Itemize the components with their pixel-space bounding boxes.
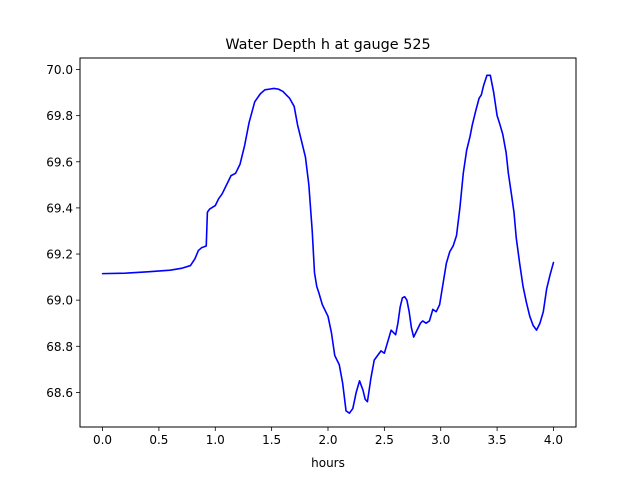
axes-frame [79, 57, 577, 428]
y-tick-label: 69.6 [46, 155, 73, 169]
x-tick-label: 0.5 [149, 433, 168, 447]
series-line-0 [101, 74, 555, 414]
x-tick-label: 3.5 [488, 433, 507, 447]
plot-area [79, 57, 577, 428]
x-tick-label: 2.5 [375, 433, 394, 447]
y-axis: 68.6 68.8 69.0 69.2 69.4 69.6 69.8 70.0 [46, 63, 80, 400]
x-tick-label: 1.0 [206, 433, 225, 447]
x-tick-label: 1.5 [262, 433, 281, 447]
x-tick-label: 3.0 [431, 433, 450, 447]
y-tick-label: 69.0 [46, 294, 73, 308]
x-axis-label: hours [311, 456, 345, 470]
y-tick-label: 69.2 [46, 248, 73, 262]
x-axis: 0.0 0.5 1.0 1.5 2.0 2.5 3.0 3.5 4.0 [93, 427, 563, 447]
y-tick-label: 69.4 [46, 201, 73, 215]
y-tick-label: 68.8 [46, 340, 73, 354]
y-tick-label: 70.0 [46, 63, 73, 77]
x-tick-label: 0.0 [93, 433, 112, 447]
x-tick-label: 4.0 [544, 433, 563, 447]
x-tick-label: 2.0 [318, 433, 337, 447]
y-tick-label: 68.6 [46, 386, 73, 400]
y-tick-label: 69.8 [46, 109, 73, 123]
chart-title: Water Depth h at gauge 525 [225, 37, 430, 53]
